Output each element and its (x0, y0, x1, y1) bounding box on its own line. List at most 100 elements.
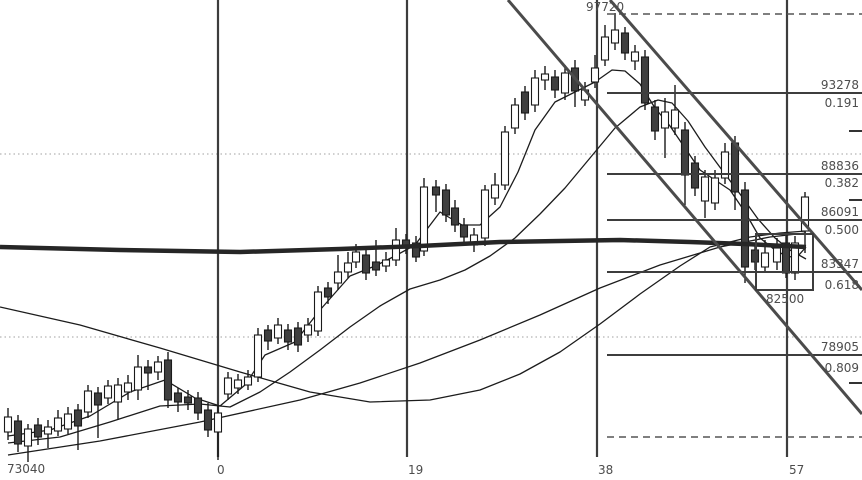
candle-down (93, 392, 103, 406)
candle-down (361, 254, 371, 274)
candle-down (431, 186, 441, 196)
candle-up (133, 366, 143, 391)
candle-down (550, 76, 560, 91)
candle-up (540, 73, 550, 81)
candle-down (293, 327, 303, 346)
candle-up (500, 131, 510, 186)
candle-up (43, 426, 53, 435)
candle-down (163, 359, 173, 401)
candle-up (233, 379, 243, 389)
candle-up (63, 413, 73, 430)
candle-up (103, 385, 113, 399)
candle-up (760, 252, 770, 268)
candle-up (560, 72, 570, 94)
x-axis-tick-label: 57 (789, 463, 805, 477)
candle-up (510, 104, 520, 129)
candle-up (153, 361, 163, 373)
fib-price-label: 78905 (820, 340, 859, 354)
candle-up (213, 412, 223, 433)
candle-up (351, 251, 361, 263)
candle-down (203, 409, 213, 431)
candle-up (419, 186, 429, 252)
candle-up (253, 334, 263, 378)
candle-down (33, 424, 43, 438)
candle-up (660, 111, 670, 129)
candle-up (223, 377, 233, 395)
candle-down (371, 261, 381, 271)
candle-down (730, 142, 740, 193)
ma-200-thick[interactable] (0, 237, 807, 255)
candle-up (480, 189, 490, 239)
candle-down (411, 242, 421, 258)
candle-up (333, 271, 343, 284)
fib-price-label: 83347 (820, 257, 859, 271)
candle-down (263, 329, 273, 342)
candle-up (610, 29, 620, 44)
candle-up (700, 176, 710, 202)
candle-up (600, 36, 610, 61)
candle-down (13, 420, 23, 445)
candle-up (381, 259, 391, 267)
candle-up (273, 324, 283, 339)
candle-down (143, 366, 153, 374)
fib-ratio-label: 0.618 (824, 278, 859, 292)
fib-price-label: 88836 (820, 159, 859, 173)
candle-up (343, 262, 353, 273)
box-price-label: 82500 (766, 292, 805, 306)
candle-up (772, 247, 782, 263)
x-axis-start-price-label: 73040 (7, 462, 46, 476)
candle-down (459, 224, 469, 238)
candle-up (710, 177, 720, 204)
candle-up (123, 382, 133, 393)
x-axis-tick-label: 38 (598, 463, 614, 477)
candle-down (690, 162, 700, 189)
candle-down (520, 91, 530, 114)
fib-price-label: 86091 (820, 205, 859, 219)
candle-down (640, 56, 650, 104)
candle-down (193, 397, 203, 414)
candle-up (313, 291, 323, 332)
price-annotation-box[interactable] (755, 233, 814, 291)
candle-up (243, 376, 253, 386)
fib-ratio-label: 0.382 (824, 176, 859, 190)
candle-down (620, 32, 630, 54)
candle-down (740, 189, 750, 268)
ma-slow (0, 230, 807, 403)
candle-up (3, 416, 13, 433)
candle-up (530, 77, 540, 106)
candle-up (800, 196, 810, 232)
candle-up (391, 239, 401, 261)
candle-up (630, 51, 640, 62)
candle-down (173, 392, 183, 403)
fib-price-label: 93278 (820, 78, 859, 92)
candle-up (590, 67, 600, 83)
swing-high-price-label: 97720 (586, 0, 625, 14)
candle-up (83, 390, 93, 413)
candle-down (680, 129, 690, 176)
candle-down (441, 189, 451, 216)
candle-down (650, 106, 660, 132)
candle-up (113, 384, 123, 403)
x-axis-tick-label: 0 (217, 463, 225, 477)
candles-layer (3, 13, 810, 462)
candle-down (183, 396, 193, 404)
candle-up (670, 109, 680, 129)
fib-ratio-label: 0.191 (824, 96, 859, 110)
fibonacci-retracement[interactable] (607, 13, 862, 438)
fib-ratio-label: 0.809 (824, 361, 859, 375)
candle-down (283, 329, 293, 343)
candle-up (23, 428, 33, 447)
candle-up (490, 184, 500, 199)
candle-up (720, 151, 730, 179)
channel-line-lower[interactable] (506, 0, 862, 415)
fib-ratio-label: 0.500 (824, 223, 859, 237)
candle-up (53, 417, 63, 432)
candle-down (73, 409, 83, 427)
candle-down (450, 207, 460, 226)
candle-up (303, 324, 313, 336)
channel-line-upper[interactable] (608, 0, 862, 291)
candle-down (323, 287, 333, 298)
x-axis-tick-label: 19 (408, 463, 424, 477)
